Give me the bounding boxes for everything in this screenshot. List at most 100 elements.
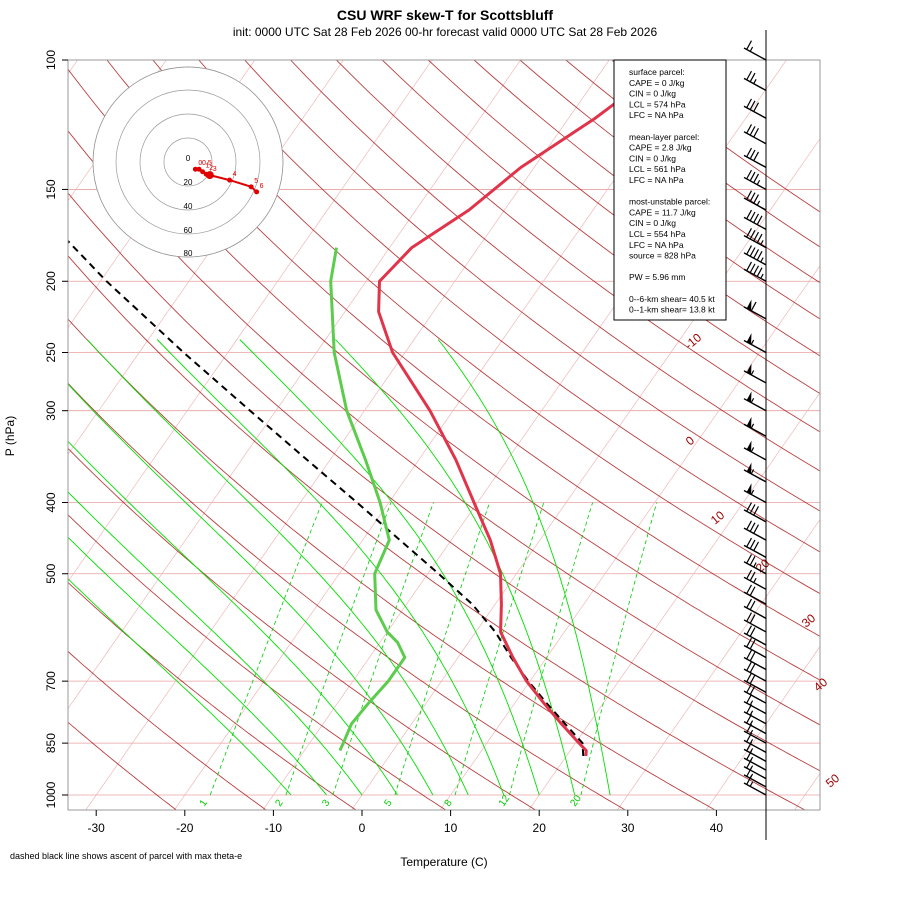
barb-half-feather [756,200,761,206]
barb-feather [753,213,760,223]
plot-area: 1 2 3 5 8 12 201001502002503004005007008501000… [44,50,900,835]
wind-barb [743,649,767,671]
hodograph-ring [115,89,261,235]
barb-half-feather [749,756,754,762]
hodograph-ring-label: 80 [184,249,193,258]
barb-feather [749,571,756,581]
barb-feather [749,674,756,685]
isotherm-line [883,60,900,811]
dry-adiabat-line [68,721,178,810]
mixing-ratio-label: 2 [273,797,285,808]
barb-shaft [743,591,767,605]
barb-feather [749,685,756,695]
barb-feather [746,598,753,609]
x-tick-label: -20 [176,821,194,835]
isotherm-line [173,60,699,810]
barb-feather [746,694,753,704]
barb-shaft [743,509,767,523]
barb-half-feather [760,273,764,279]
wind-barb [743,661,767,682]
isotherm-label: 0 [683,433,697,448]
barb-feather [746,661,753,671]
barb-feather [749,586,756,596]
stats-line: LFC = NA hPa [629,110,684,120]
x-tick-label: 0 [359,821,366,835]
hodograph-ring [92,66,284,258]
stats-line: CAPE = 0 J/kg [629,78,685,88]
wind-barb [743,584,767,605]
stats-line: LFC = NA hPa [629,175,684,185]
barb-shaft [743,447,767,461]
wind-barb [743,672,767,693]
barb-half-feather [753,79,757,85]
stats-line: PW = 5.96 mm [629,272,685,282]
barb-feather [746,209,753,220]
moist-adiabat-line [68,440,398,796]
wind-barb [743,520,767,541]
x-tick-label: -30 [88,821,106,835]
mixing-ratio-label: 8 [443,797,455,808]
stats-line: mean-layer parcel: [629,132,699,142]
barb-feather [749,614,756,624]
wind-barb [743,612,767,633]
wind-barb [743,537,767,558]
barb-shaft [743,47,767,61]
x-tick-label: 10 [444,821,458,835]
wind-barb [743,416,767,437]
wind-barb [743,440,767,461]
isotherm-line [528,392,820,810]
dry-adiabat-line [381,60,820,395]
barb-feather [746,190,753,200]
barb-shaft [743,605,767,619]
plot-frame [67,59,821,811]
dry-adiabat-line [106,60,820,637]
chart-subtitle: init: 0000 UTC Sat 28 Feb 2026 00-hr for… [233,25,658,39]
barb-half-feather [750,423,755,429]
barb-feather [746,625,753,635]
mixing-ratio-line [454,502,545,796]
barb-feather [746,261,753,272]
wind-barb [743,333,767,354]
barb-shaft [743,268,767,282]
barb-feather [753,173,760,184]
isotherm-line [794,772,820,810]
barb-half-feather [750,339,755,345]
wind-barb [743,261,767,282]
barb-shaft [743,576,767,590]
isotherm-label: -10 [682,330,705,352]
wind-barb [743,625,767,646]
dry-adiabat-line [68,382,627,810]
stats-line: LCL = 561 hPa [629,164,686,174]
wind-barb [743,391,767,412]
barb-feather [749,149,756,160]
isotherm-line [616,519,820,810]
isotherm-line [705,645,820,810]
y-tick-label: 150 [44,179,58,199]
moist-adiabat-line [68,491,363,796]
barb-feather [746,98,753,108]
barb-half-feather [750,489,755,495]
barb-shaft [743,748,767,762]
barb-feather [746,502,753,512]
barb-shaft [743,235,767,249]
dry-adiabat-line [244,60,820,512]
barb-half-feather [749,46,754,52]
barb-feather [749,126,756,136]
barb-flag [746,440,752,452]
dry-adiabat-line [198,60,820,553]
barb-feather [753,524,760,534]
wind-barb [743,245,767,266]
barb-feather [750,301,757,312]
stats-line: CAPE = 11.7 J/kg [629,207,696,217]
barb-flag [746,483,752,495]
barb-half-feather [750,469,755,475]
stats-line: CIN = 0 J/kg [629,153,676,163]
hodograph-point [205,171,214,180]
wind-barb [743,363,767,384]
y-tick-label: 250 [44,342,58,362]
barb-feather [749,522,756,532]
dry-adiabat-line [68,192,820,772]
barb-flag [746,299,752,311]
barb-feather [746,70,753,81]
hodograph-point-label: 5 [254,178,258,185]
